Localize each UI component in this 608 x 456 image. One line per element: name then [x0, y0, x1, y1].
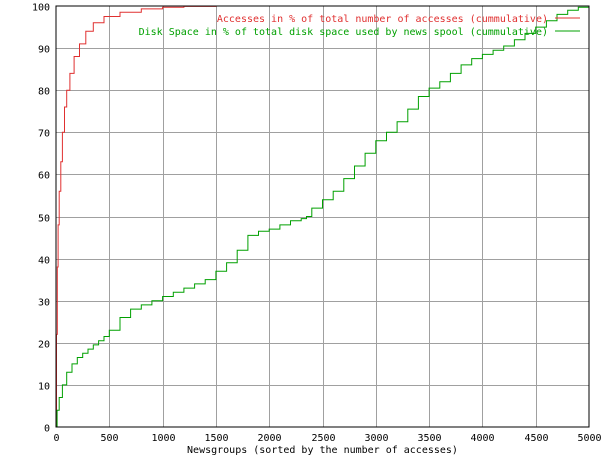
x-tick-label: 5000 [577, 433, 601, 444]
y-tick-label: 90 [38, 45, 50, 56]
series-line-2 [56, 6, 590, 428]
grid [56, 6, 589, 427]
y-tick-label: 40 [38, 256, 50, 267]
y-axis-ticks: 0 10 20 30 40 50 60 70 80 90 100 [32, 3, 50, 435]
series-line-1 [56, 5, 589, 428]
legend-label-2: Disk Space in % of total disk space used… [139, 27, 548, 38]
y-tick-label: 0 [44, 424, 50, 435]
y-tick-label: 100 [32, 3, 50, 14]
x-axis-ticks: 0 500 1000 1500 2000 2500 3000 3500 4000 4500 5000 [53, 433, 601, 444]
series-layer [56, 5, 590, 428]
x-tick-label: 4500 [524, 433, 548, 444]
x-tick-label: 3500 [417, 433, 441, 444]
x-tick-label: 4000 [470, 433, 494, 444]
x-tick-label: 3000 [364, 433, 388, 444]
x-tick-label: 0 [53, 433, 59, 444]
y-tick-label: 30 [38, 298, 50, 309]
legend-label-1: Accesses in % of total number of accesse… [217, 14, 548, 25]
y-tick-label: 10 [38, 382, 50, 393]
y-tick-label: 70 [38, 129, 50, 140]
y-tick-label: 60 [38, 171, 50, 182]
x-tick-label: 1500 [204, 433, 228, 444]
x-tick-label: 1000 [151, 433, 175, 444]
y-tick-label: 20 [38, 340, 50, 351]
x-axis-title: Newsgroups (sorted by the number of acce… [187, 445, 458, 456]
y-tick-label: 80 [38, 87, 50, 98]
x-tick-label: 2500 [311, 433, 335, 444]
x-tick-label: 500 [100, 433, 118, 444]
x-tick-label: 2000 [257, 433, 281, 444]
plot-frame [55, 5, 590, 428]
y-tick-label: 50 [38, 214, 50, 225]
legend: Accesses in % of total number of accesse… [139, 14, 580, 38]
